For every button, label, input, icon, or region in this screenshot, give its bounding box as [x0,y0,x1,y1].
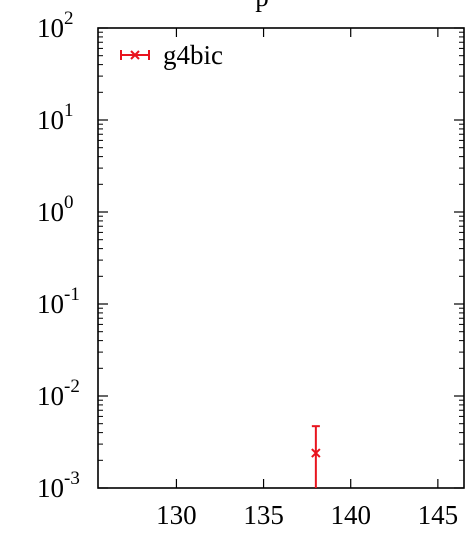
y-tick-base: 10 [37,13,64,43]
x-tick-label: 145 [418,500,459,530]
y-tick-exponent: 1 [64,100,74,121]
y-tick-base: 10 [37,473,64,503]
y-tick-exponent: 2 [64,8,74,29]
x-tick-label: 135 [243,500,284,530]
y-tick-exponent: 0 [64,192,74,213]
y-tick-base: 10 [37,289,64,319]
legend: g4bic [120,40,223,70]
series-layer [311,425,321,488]
x-tick-labels: 130 135 140 145 [156,500,458,530]
y-tick-base: 10 [37,381,64,411]
legend-symbol [120,50,150,60]
y-tick-base: 10 [37,105,64,135]
y-tick-exponent: -3 [64,468,80,489]
x-tick-label: 140 [330,500,371,530]
chart-title-fragment: p [255,0,269,12]
x-tick-label: 130 [156,500,197,530]
y-tick-exponent: -1 [64,284,80,305]
axis-ticks [98,27,464,489]
y-tick-exponent: -2 [64,376,80,397]
y-tick-label: 10 [37,13,64,43]
y-tick-base: 10 [37,197,64,227]
y-tick-label: 10 [37,289,64,319]
y-tick-label: 10 [37,473,64,503]
y-tick-label: 10 [37,105,64,135]
y-tick-label: 10 [37,381,64,411]
data-point [311,448,321,458]
legend-label: g4bic [163,40,223,70]
plot-frame [97,27,465,489]
y-tick-label: 10 [37,197,64,227]
